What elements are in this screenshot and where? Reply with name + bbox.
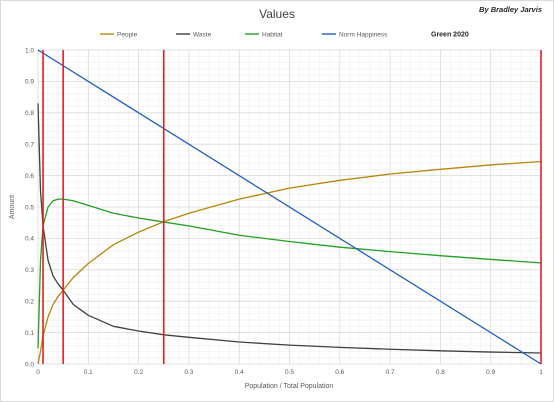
- y-tick-label: 0.8: [25, 110, 34, 117]
- legend-label-norm-happiness: Norm Happiness: [339, 31, 388, 38]
- y-tick-label: 0.6: [25, 173, 34, 180]
- legend-label-waste: Waste: [193, 31, 212, 38]
- legend-extra-label: Green 2020: [431, 32, 469, 39]
- y-axis-ticks: 0.0 0.1 0.2 0.3 0.4 0.5 0.6 0.7 0.8 0.9 1.0: [25, 47, 34, 368]
- legend-label-people: People: [117, 31, 138, 38]
- legend: People Waste Habitat Norm Happiness Green 20…: [100, 31, 469, 39]
- x-tick-label: 0.5: [285, 369, 294, 376]
- x-tick-label: 0.1: [84, 369, 93, 376]
- series-line-people: [37, 160, 542, 365]
- series-line-waste: [37, 103, 542, 354]
- y-tick-label: 1.0: [25, 47, 34, 54]
- x-axis-ticks: 0 0.1 0.2 0.3 0.4 0.5 0.6 0.7 0.8 0.9 1: [36, 369, 543, 376]
- x-tick-label: 0.2: [134, 369, 143, 376]
- y-tick-label: 0.1: [25, 330, 34, 337]
- x-tick-label: 0: [36, 369, 40, 376]
- y-tick-label: 0.4: [25, 236, 34, 243]
- series-layer: [37, 49, 542, 365]
- series-line-norm-happiness: [37, 49, 542, 365]
- x-tick-label: 0.9: [486, 369, 495, 376]
- x-tick-label: 0.4: [235, 369, 244, 376]
- x-tick-label: 0.3: [184, 369, 193, 376]
- y-tick-label: 0.5: [25, 204, 34, 211]
- x-tick-label: 1: [539, 369, 543, 376]
- major-grid: [37, 49, 542, 365]
- x-tick-label: 0.8: [436, 369, 445, 376]
- series-line-habitat: [37, 198, 542, 349]
- y-tick-label: 0.3: [25, 267, 34, 274]
- x-tick-label: 0.6: [335, 369, 344, 376]
- y-tick-label: 0.2: [25, 299, 34, 306]
- x-axis-label: Population / Total Population: [245, 383, 334, 390]
- y-tick-label: 0.7: [25, 142, 34, 149]
- author-credit: By Bradley Jarvis: [479, 5, 542, 14]
- chart-title: Values: [259, 7, 295, 21]
- y-tick-label: 0.9: [25, 79, 34, 86]
- y-axis-label: Amount: [9, 195, 16, 219]
- x-tick-label: 0.7: [386, 369, 395, 376]
- vertical-markers: [42, 50, 542, 364]
- y-tick-label: 0.0: [25, 361, 34, 368]
- legend-label-habitat: Habitat: [262, 31, 283, 38]
